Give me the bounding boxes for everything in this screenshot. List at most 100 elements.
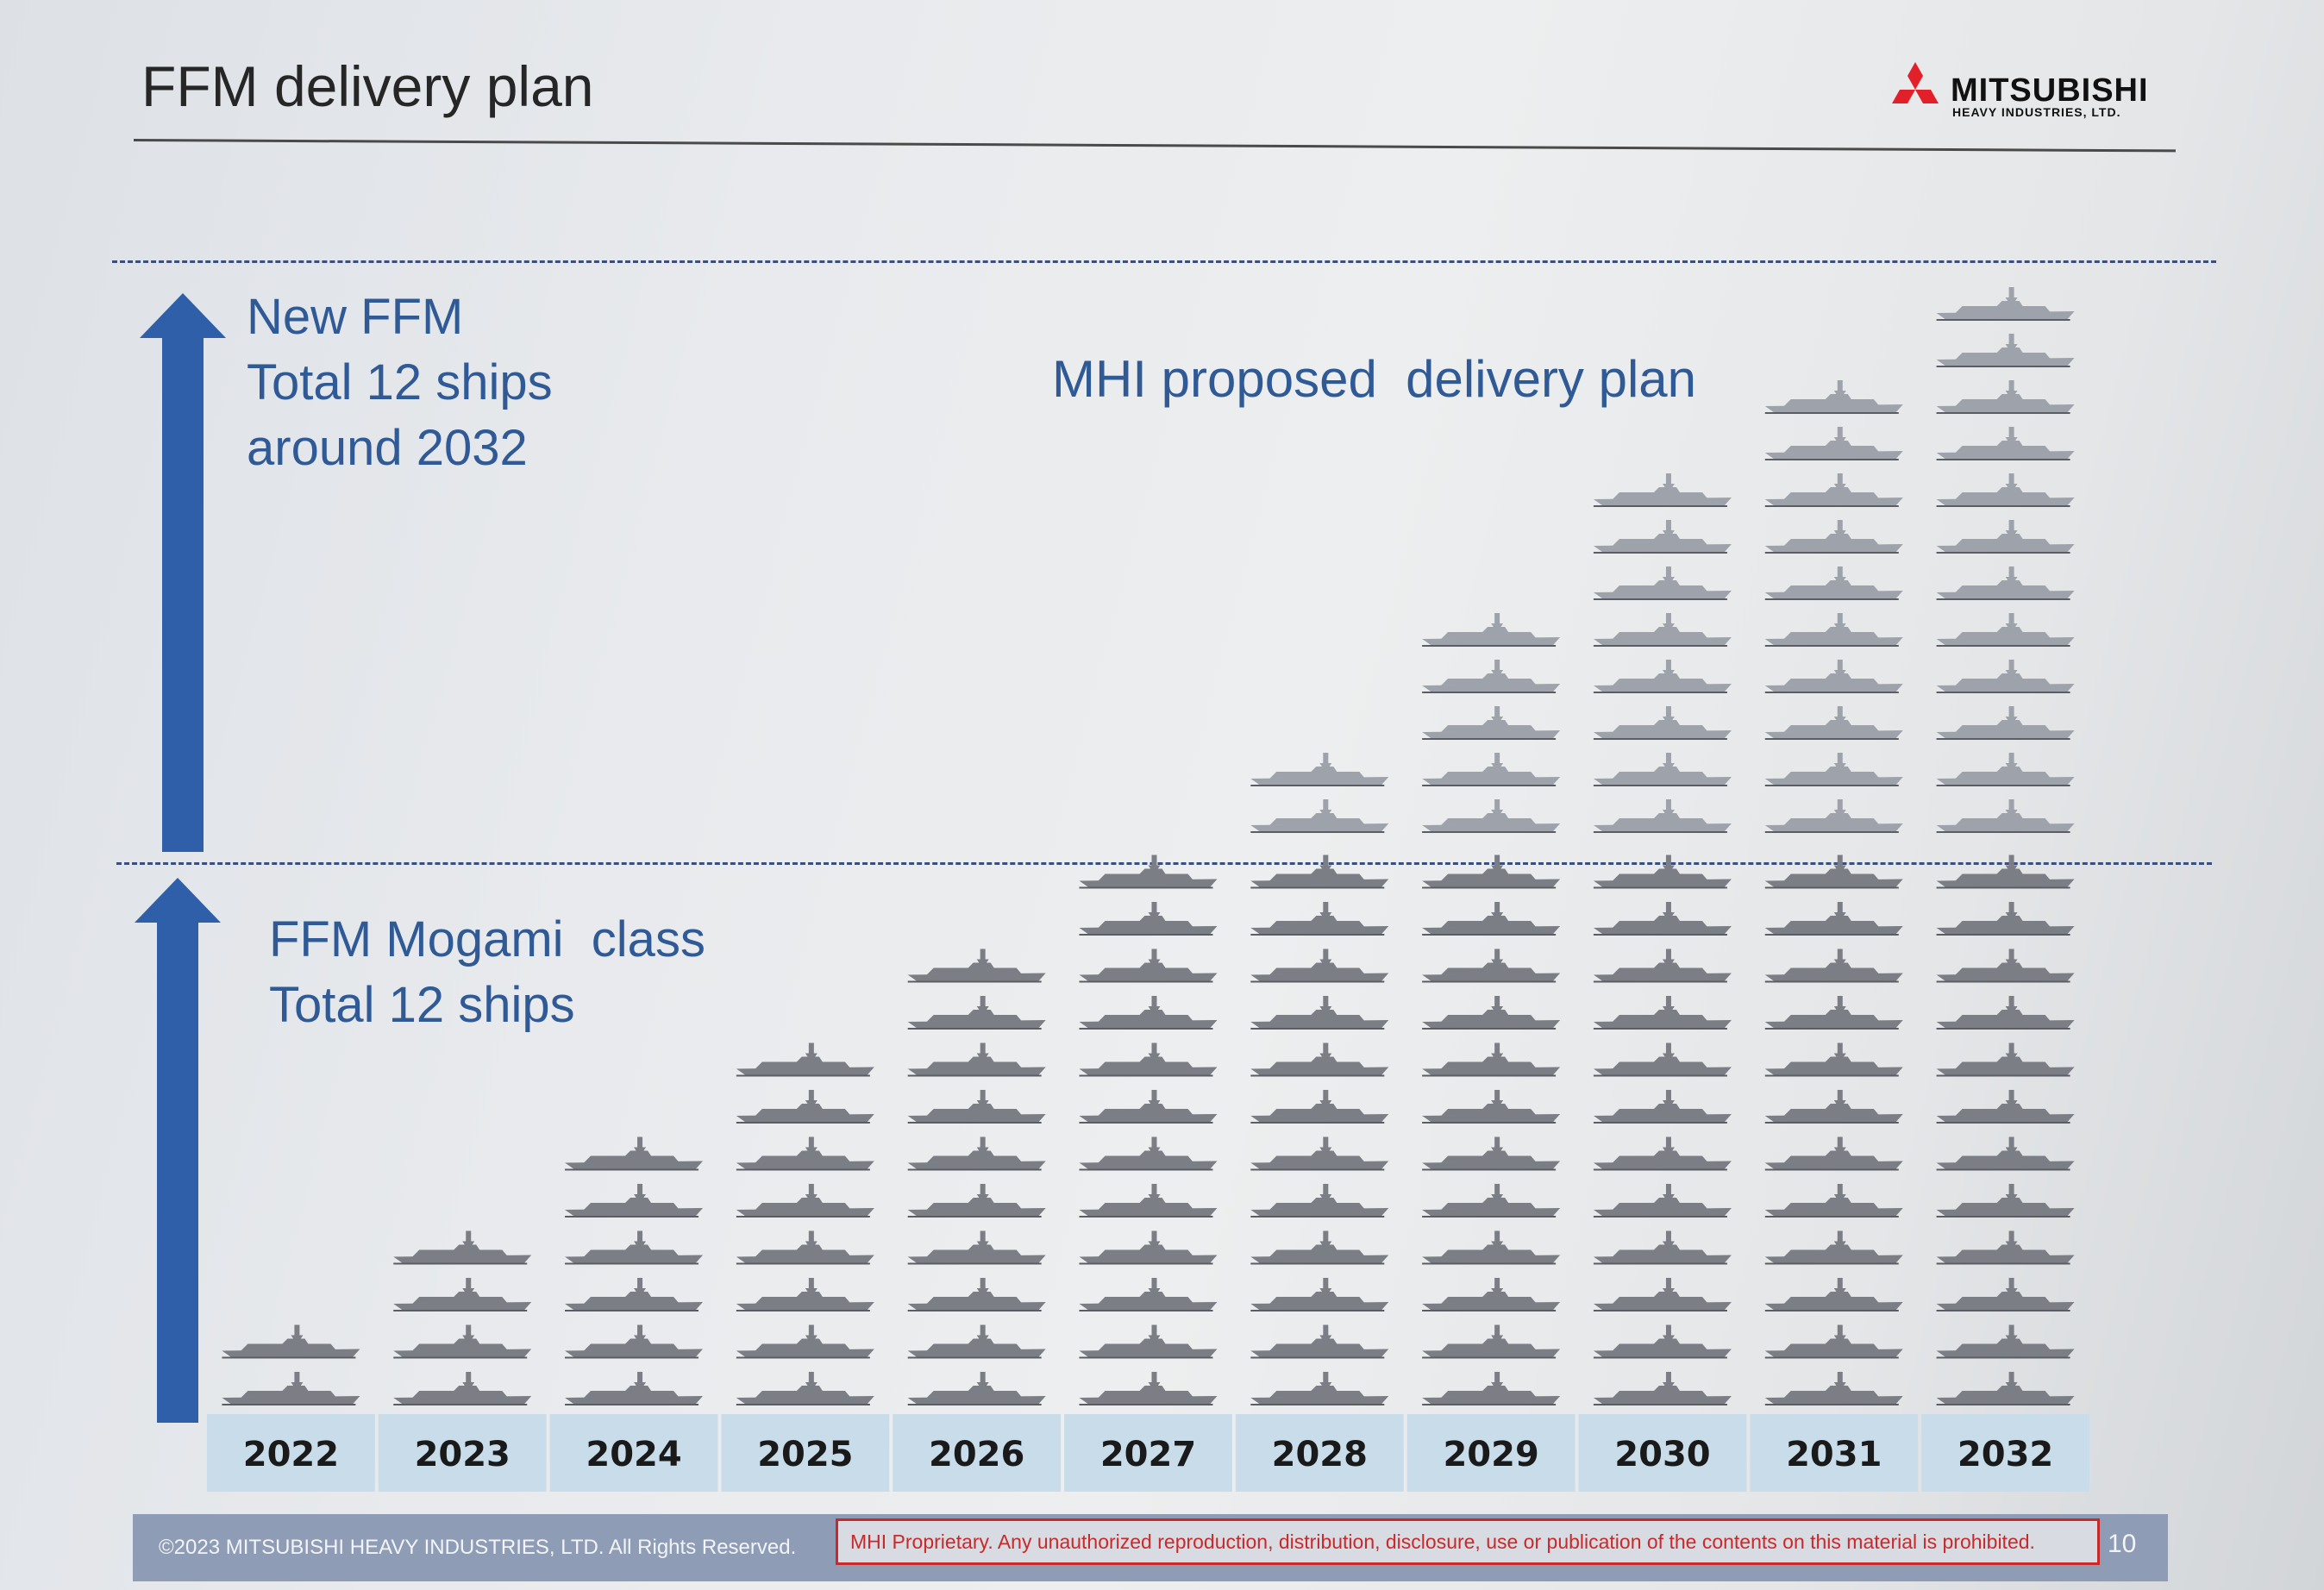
mogami-ship-2032-11 xyxy=(1936,902,2075,936)
mogami-ship-2026-1 xyxy=(907,1372,1046,1405)
page-title: FFM delivery plan xyxy=(141,54,594,118)
mogami-ship-2030-5 xyxy=(1593,1184,1732,1218)
mogami-ship-2028-11 xyxy=(1250,902,1389,936)
year-label-2031: 2031 xyxy=(1786,1435,1882,1474)
proprietary-notice-text: MHI Proprietary. Any unauthorized reprod… xyxy=(850,1531,2035,1553)
new-ffm-ship-2031-5 xyxy=(1764,613,1903,647)
new-ffm-ship-2029-1 xyxy=(1422,799,1561,833)
year-label-2027: 2027 xyxy=(1100,1435,1196,1474)
mogami-ship-2024-2 xyxy=(565,1324,704,1359)
mogami-ship-2031-9 xyxy=(1764,996,1903,1030)
mogami-ship-2029-9 xyxy=(1422,996,1561,1030)
year-label-2022: 2022 xyxy=(243,1435,339,1474)
year-label-2025: 2025 xyxy=(757,1435,853,1474)
year-label-2028: 2028 xyxy=(1272,1435,1368,1474)
mogami-ship-2032-10 xyxy=(1936,948,2075,983)
mogami-ship-2031-12 xyxy=(1764,854,1903,889)
new-ffm-ship-2031-6 xyxy=(1764,567,1903,600)
mogami-ship-2030-10 xyxy=(1593,948,1732,983)
proposal-label: MHI proposed delivery plan xyxy=(1052,350,1697,408)
mogami-ship-2032-9 xyxy=(1936,996,2075,1030)
new-ffm-ship-2032-3 xyxy=(1936,706,2075,740)
new-ffm-ship-2032-5 xyxy=(1936,613,2075,647)
new-ffm-ship-2031-10 xyxy=(1764,380,1903,414)
mogami-ship-2026-8 xyxy=(907,1042,1046,1077)
new-ffm-ship-2030-8 xyxy=(1593,473,1732,507)
new-ffm-ship-2031-2 xyxy=(1764,753,1903,786)
mogami-ship-2028-8 xyxy=(1250,1042,1389,1077)
new-ffm-ship-2031-1 xyxy=(1764,799,1903,833)
new-ffm-arrow xyxy=(140,293,226,852)
year-label-2023: 2023 xyxy=(415,1435,511,1474)
mogami-ship-2027-4 xyxy=(1079,1230,1218,1265)
new-ffm-ship-2032-6 xyxy=(1936,567,2075,600)
year-band-2027 xyxy=(1064,1414,1232,1492)
new-ffm-ship-2030-1 xyxy=(1593,799,1732,833)
year-band-2026 xyxy=(893,1414,1062,1492)
mogami-ship-2026-2 xyxy=(907,1324,1046,1359)
proprietary-notice: MHI Proprietary. Any unauthorized reprod… xyxy=(836,1518,2100,1565)
mogami-label: FFM Mogami class Total 12 ships xyxy=(269,911,705,1033)
mogami-ship-2027-8 xyxy=(1079,1042,1218,1077)
mogami-ship-2031-6 xyxy=(1764,1136,1903,1171)
mogami-ship-2031-11 xyxy=(1764,902,1903,936)
new-ffm-ship-2032-4 xyxy=(1936,660,2075,693)
mogami-ship-2029-7 xyxy=(1422,1090,1561,1124)
mogami-ship-2030-1 xyxy=(1593,1372,1732,1405)
arrows xyxy=(135,293,226,1423)
mogami-ship-2027-11 xyxy=(1079,902,1218,936)
mogami-ship-2029-8 xyxy=(1422,1042,1561,1077)
mogami-ship-2025-3 xyxy=(736,1278,874,1311)
mogami-ship-2024-5 xyxy=(565,1184,704,1218)
new-ffm-ship-2032-9 xyxy=(1936,427,2075,460)
mogami-ship-2031-10 xyxy=(1764,948,1903,983)
mogami-ship-2030-9 xyxy=(1593,996,1732,1030)
year-label-2030: 2030 xyxy=(1614,1435,1710,1474)
new-ffm-ship-2030-2 xyxy=(1593,753,1732,786)
footer-bar: ©2023 MITSUBISHI HEAVY INDUSTRIES, LTD. … xyxy=(133,1514,2168,1581)
year-label-2024: 2024 xyxy=(586,1435,681,1474)
mogami-ship-2030-4 xyxy=(1593,1230,1732,1265)
mogami-ship-2025-6 xyxy=(736,1136,874,1171)
year-band-2022 xyxy=(207,1414,375,1492)
mogami-ship-2027-5 xyxy=(1079,1184,1218,1218)
new-ffm-ship-2030-6 xyxy=(1593,567,1732,600)
mogami-ship-2022-1 xyxy=(222,1372,360,1405)
mogami-ship-2032-2 xyxy=(1936,1324,2075,1359)
year-label-2032: 2032 xyxy=(1958,1435,2053,1474)
new-ffm-ship-2029-3 xyxy=(1422,706,1561,740)
mogami-ship-2031-7 xyxy=(1764,1090,1903,1124)
new-ffm-ship-2031-4 xyxy=(1764,660,1903,693)
mogami-ship-2032-7 xyxy=(1936,1090,2075,1124)
mogami-ship-2028-2 xyxy=(1250,1324,1389,1359)
mogami-ship-2025-1 xyxy=(736,1372,874,1405)
year-label-2029: 2029 xyxy=(1443,1435,1538,1474)
year-band-2028 xyxy=(1235,1414,1404,1492)
mogami-ship-2030-11 xyxy=(1593,902,1732,936)
mogami-ship-2027-12 xyxy=(1079,854,1218,889)
mogami-ship-2024-6 xyxy=(565,1136,704,1171)
mogami-ship-2027-1 xyxy=(1079,1372,1218,1405)
mogami-ship-2023-4 xyxy=(393,1230,532,1265)
mogami-ship-2030-2 xyxy=(1593,1324,1732,1359)
page-number: 10 xyxy=(2108,1530,2137,1558)
copyright-text: ©2023 MITSUBISHI HEAVY INDUSTRIES, LTD. … xyxy=(159,1536,797,1559)
new-ffm-ship-2032-2 xyxy=(1936,753,2075,786)
three-diamonds-logo-icon xyxy=(1892,62,1939,103)
new-ffm-ship-2032-7 xyxy=(1936,520,2075,554)
top-dashed-line xyxy=(112,260,2216,263)
mogami-ship-2028-1 xyxy=(1250,1372,1389,1405)
mogami-ship-2024-4 xyxy=(565,1230,704,1265)
mogami-ship-2026-10 xyxy=(907,948,1046,983)
mogami-ship-2025-5 xyxy=(736,1184,874,1218)
mogami-ship-2023-3 xyxy=(393,1278,532,1311)
new-ffm-ship-2028-1 xyxy=(1250,799,1389,833)
mogami-ship-2027-2 xyxy=(1079,1324,1218,1359)
mogami-ship-2031-5 xyxy=(1764,1184,1903,1218)
mogami-ship-2029-12 xyxy=(1422,854,1561,889)
mogami-ship-2032-4 xyxy=(1936,1230,2075,1265)
mogami-ship-2022-2 xyxy=(222,1324,360,1359)
mogami-ship-2027-10 xyxy=(1079,948,1218,983)
new-ffm-ship-2029-5 xyxy=(1422,613,1561,647)
